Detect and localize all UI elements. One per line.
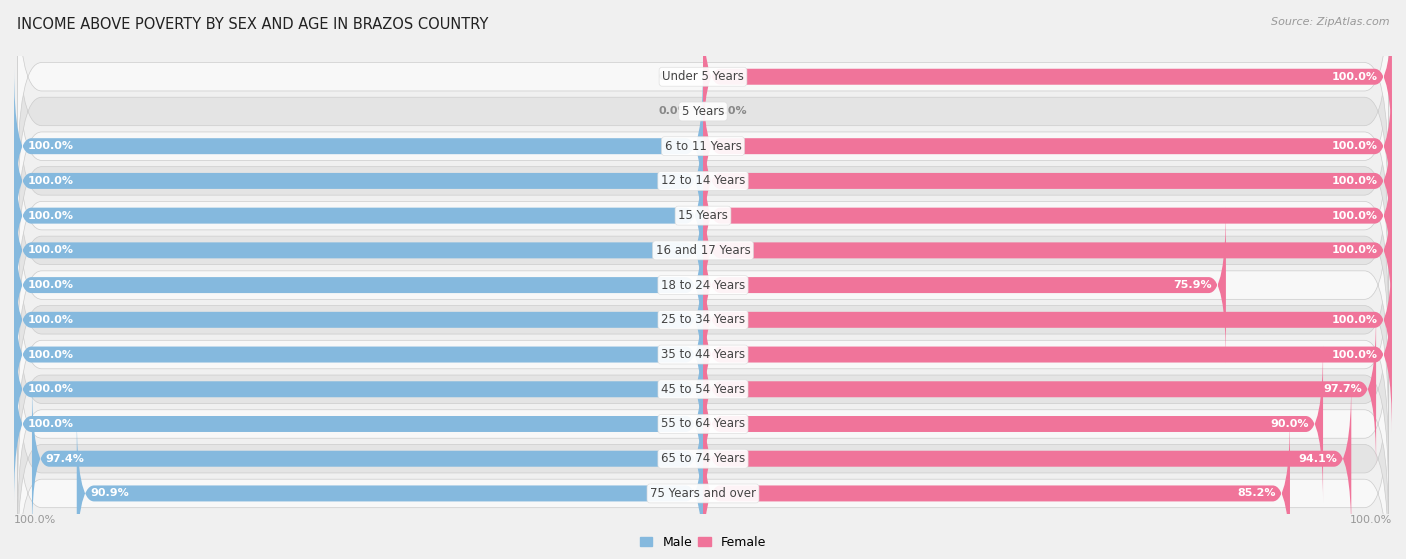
Text: 97.7%: 97.7%: [1323, 384, 1362, 394]
Text: 100.0%: 100.0%: [28, 280, 75, 290]
FancyBboxPatch shape: [703, 137, 1392, 295]
FancyBboxPatch shape: [703, 241, 1392, 399]
FancyBboxPatch shape: [14, 102, 703, 260]
Text: 100.0%: 100.0%: [1331, 245, 1378, 255]
Text: 0.0%: 0.0%: [658, 106, 689, 116]
FancyBboxPatch shape: [14, 241, 703, 399]
Text: Source: ZipAtlas.com: Source: ZipAtlas.com: [1271, 17, 1389, 27]
Text: 15 Years: 15 Years: [678, 209, 728, 222]
FancyBboxPatch shape: [17, 108, 1389, 323]
Text: 100.0%: 100.0%: [1331, 315, 1378, 325]
FancyBboxPatch shape: [703, 172, 1392, 329]
FancyBboxPatch shape: [14, 67, 703, 225]
Text: 5 Years: 5 Years: [682, 105, 724, 118]
Text: 6 to 11 Years: 6 to 11 Years: [665, 140, 741, 153]
FancyBboxPatch shape: [703, 276, 1392, 433]
Text: 45 to 54 Years: 45 to 54 Years: [661, 383, 745, 396]
Text: 65 to 74 Years: 65 to 74 Years: [661, 452, 745, 465]
FancyBboxPatch shape: [703, 67, 1392, 225]
Text: 94.1%: 94.1%: [1299, 454, 1337, 464]
Text: 0.0%: 0.0%: [717, 106, 748, 116]
Text: 90.0%: 90.0%: [1271, 419, 1309, 429]
FancyBboxPatch shape: [17, 247, 1389, 462]
Text: 100.0%: 100.0%: [14, 515, 56, 525]
FancyBboxPatch shape: [703, 380, 1351, 538]
FancyBboxPatch shape: [14, 276, 703, 433]
FancyBboxPatch shape: [14, 206, 703, 364]
FancyBboxPatch shape: [703, 0, 1392, 155]
Text: 100.0%: 100.0%: [1331, 141, 1378, 151]
FancyBboxPatch shape: [17, 0, 1389, 184]
FancyBboxPatch shape: [17, 178, 1389, 392]
FancyBboxPatch shape: [703, 102, 1392, 260]
FancyBboxPatch shape: [17, 4, 1389, 219]
Text: 16 and 17 Years: 16 and 17 Years: [655, 244, 751, 257]
FancyBboxPatch shape: [32, 380, 703, 538]
FancyBboxPatch shape: [703, 206, 1226, 364]
Text: 0.0%: 0.0%: [658, 72, 689, 82]
FancyBboxPatch shape: [17, 352, 1389, 559]
Text: 100.0%: 100.0%: [28, 176, 75, 186]
Text: 100.0%: 100.0%: [1331, 72, 1378, 82]
Text: 100.0%: 100.0%: [28, 384, 75, 394]
Text: 97.4%: 97.4%: [46, 454, 84, 464]
FancyBboxPatch shape: [14, 137, 703, 295]
Text: 100.0%: 100.0%: [1331, 349, 1378, 359]
Text: 100.0%: 100.0%: [1331, 211, 1378, 221]
Text: 75 Years and over: 75 Years and over: [650, 487, 756, 500]
FancyBboxPatch shape: [14, 310, 703, 468]
FancyBboxPatch shape: [14, 172, 703, 329]
FancyBboxPatch shape: [17, 386, 1389, 559]
Text: Under 5 Years: Under 5 Years: [662, 70, 744, 83]
Text: 35 to 44 Years: 35 to 44 Years: [661, 348, 745, 361]
Text: 55 to 64 Years: 55 to 64 Years: [661, 418, 745, 430]
FancyBboxPatch shape: [17, 143, 1389, 358]
FancyBboxPatch shape: [703, 415, 1289, 559]
Legend: Male, Female: Male, Female: [636, 531, 770, 554]
Text: 100.0%: 100.0%: [28, 141, 75, 151]
Text: 85.2%: 85.2%: [1237, 489, 1277, 499]
Text: 25 to 34 Years: 25 to 34 Years: [661, 313, 745, 326]
FancyBboxPatch shape: [17, 74, 1389, 288]
FancyBboxPatch shape: [703, 345, 1323, 503]
FancyBboxPatch shape: [14, 345, 703, 503]
Text: 12 to 14 Years: 12 to 14 Years: [661, 174, 745, 187]
Text: 100.0%: 100.0%: [28, 419, 75, 429]
Text: 90.9%: 90.9%: [90, 489, 129, 499]
FancyBboxPatch shape: [77, 415, 703, 559]
Text: 75.9%: 75.9%: [1174, 280, 1212, 290]
Text: 100.0%: 100.0%: [1350, 515, 1392, 525]
FancyBboxPatch shape: [703, 310, 1376, 468]
Text: 100.0%: 100.0%: [28, 245, 75, 255]
Text: 100.0%: 100.0%: [28, 349, 75, 359]
Text: 100.0%: 100.0%: [1331, 176, 1378, 186]
Text: 100.0%: 100.0%: [28, 211, 75, 221]
FancyBboxPatch shape: [17, 317, 1389, 531]
FancyBboxPatch shape: [17, 212, 1389, 427]
FancyBboxPatch shape: [17, 282, 1389, 496]
FancyBboxPatch shape: [17, 39, 1389, 253]
Text: 18 to 24 Years: 18 to 24 Years: [661, 278, 745, 292]
Text: 100.0%: 100.0%: [28, 315, 75, 325]
Text: INCOME ABOVE POVERTY BY SEX AND AGE IN BRAZOS COUNTRY: INCOME ABOVE POVERTY BY SEX AND AGE IN B…: [17, 17, 488, 32]
